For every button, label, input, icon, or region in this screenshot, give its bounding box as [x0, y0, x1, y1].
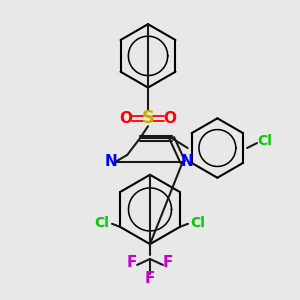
- Text: N: N: [180, 154, 193, 169]
- Text: Cl: Cl: [95, 216, 110, 230]
- Text: N: N: [105, 154, 118, 169]
- Text: O: O: [163, 111, 176, 126]
- Text: F: F: [127, 255, 137, 270]
- Text: F: F: [163, 255, 173, 270]
- Text: F: F: [145, 271, 155, 286]
- Text: Cl: Cl: [190, 216, 205, 230]
- Text: O: O: [120, 111, 133, 126]
- Text: Cl: Cl: [257, 134, 272, 148]
- Text: S: S: [142, 109, 154, 127]
